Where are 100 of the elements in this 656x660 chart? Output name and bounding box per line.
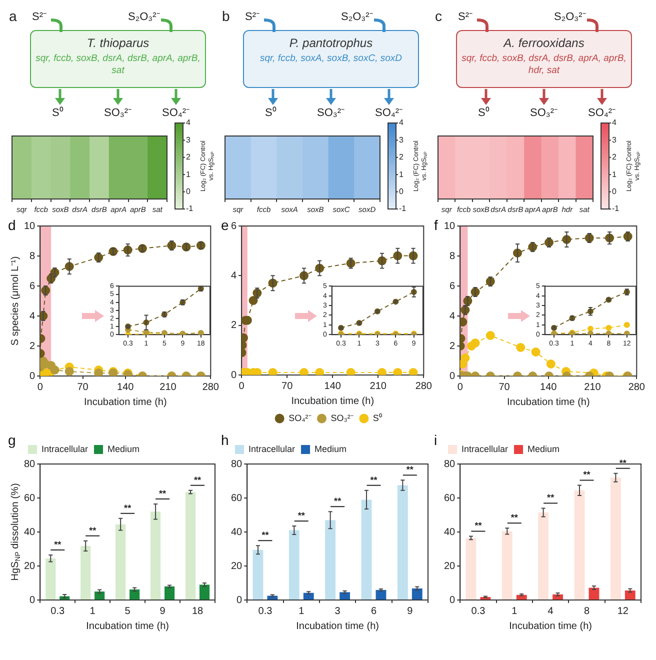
- legend-label: Intracellular: [462, 444, 508, 454]
- legend-label: Medium: [314, 444, 347, 454]
- y-tick-label: 20: [24, 560, 36, 572]
- y-tick-label: 10: [24, 220, 36, 232]
- annotation: **: [406, 464, 414, 475]
- x-tick-label: 3: [334, 606, 341, 617]
- annotation: **: [89, 525, 97, 536]
- text: A. ferrooxidans: [502, 36, 586, 50]
- x-tick-label: 9: [160, 606, 166, 617]
- text: sqr, fccb, soxB, dsrA, dsrB, aprA, aprB, sat: [35, 53, 201, 77]
- y-tick-label: 6: [30, 280, 36, 292]
- x-tick-label: 70: [498, 382, 510, 393]
- y-tick-label: 60: [231, 492, 243, 504]
- annotation: **: [583, 470, 591, 480]
- text: S²⁻: [458, 10, 473, 23]
- text: sqr, fccb, soxA, soxB, soxC, soxD: [258, 53, 404, 65]
- annotation: **: [194, 474, 202, 485]
- color-bar-label: 1: [399, 170, 404, 179]
- y-tick-label: 80: [231, 458, 243, 470]
- x-tick-label: 12: [617, 606, 629, 617]
- x-tick-label: 4: [548, 606, 554, 617]
- y-tick-label: 40: [444, 526, 456, 538]
- x-tick-label: 210: [160, 382, 177, 393]
- x-tick-label: 280: [415, 380, 432, 392]
- text: g: [8, 432, 16, 448]
- legend-label: SO₄²⁻: [288, 412, 312, 423]
- text: SO₃²⁻: [317, 106, 346, 119]
- x-tick-label: 210: [584, 382, 602, 393]
- text: S²⁻: [32, 10, 47, 23]
- legend-label: SO₃²⁻: [330, 412, 354, 423]
- annotation: **: [54, 539, 62, 550]
- y-tick-label: 60: [24, 492, 36, 504]
- legend-label: Intracellular: [248, 444, 296, 454]
- y-tick-label: 80: [24, 458, 36, 470]
- x-tick-label: 0.3: [471, 606, 486, 617]
- x-tick-label: 70: [77, 382, 89, 393]
- x-tick-label: 5: [124, 606, 131, 617]
- y-tick-label: 0: [30, 594, 36, 606]
- y-tick-label: 0: [231, 370, 237, 381]
- x-tick-label: 8: [584, 606, 590, 617]
- x-tick-label: 18: [192, 606, 204, 617]
- y-tick-label: 60: [444, 492, 456, 504]
- text: i: [434, 432, 438, 448]
- x-axis-title: Incubation time (h): [86, 620, 169, 632]
- text: SO₃²⁻: [104, 106, 132, 119]
- x-axis-title: Incubation time (h): [506, 396, 590, 408]
- y-tick-label: 2: [450, 340, 456, 352]
- text: S₂O₃²⁻: [554, 10, 586, 23]
- color-bar-label: 2: [399, 152, 404, 162]
- text: sqr, fccb, soxB, dsrA, dsrB, aprA, aprB, hdr, sat: [461, 53, 627, 77]
- text: S²⁻: [245, 10, 260, 23]
- annotation: **: [619, 458, 627, 468]
- x-tick-label: 1: [512, 606, 518, 617]
- x-axis-title: Incubation time (h): [291, 396, 374, 407]
- text: SO₄²⁻: [375, 106, 404, 119]
- text: S₂O₃²⁻: [341, 10, 374, 23]
- text: a: [9, 8, 17, 24]
- legend-label: Medium: [108, 444, 140, 454]
- color-bar-label: 1: [612, 170, 617, 179]
- color-bar-label: 0: [399, 187, 404, 196]
- color-bar-label: -1: [186, 204, 194, 214]
- annotation: **: [159, 488, 167, 498]
- x-tick-label: 280: [628, 382, 646, 393]
- text: d: [8, 216, 16, 233]
- color-bar-label: 3: [186, 135, 191, 144]
- y-tick-label: 8: [30, 250, 36, 262]
- color-bar-label: 0: [186, 187, 191, 196]
- y-tick-label: 0: [30, 370, 36, 382]
- text: h: [221, 432, 229, 448]
- legend-label: Intracellular: [42, 444, 88, 454]
- y-tick-label: 10: [444, 220, 456, 232]
- text: P. pantotrophus: [288, 36, 374, 50]
- text: S⁰: [478, 106, 490, 119]
- y-tick-label: 0: [236, 594, 243, 606]
- annotation: **: [370, 474, 378, 485]
- x-tick-label: 0.3: [258, 606, 273, 617]
- color-bar-label: 3: [399, 135, 404, 144]
- color-bar-label: 4: [186, 118, 191, 128]
- text: c: [435, 8, 442, 24]
- x-tick-label: 0: [37, 382, 44, 393]
- y-tick-label: 4: [450, 310, 456, 322]
- color-bar-label: 2: [186, 152, 191, 162]
- annotation: **: [124, 502, 132, 513]
- y-tick-label: 4: [231, 270, 237, 282]
- x-tick-label: 210: [370, 380, 387, 392]
- text: S⁰: [265, 106, 276, 119]
- color-bar-label: 2: [612, 152, 617, 162]
- x-tick-label: 6: [370, 606, 377, 617]
- x-tick-label: 70: [282, 380, 294, 392]
- legend-label: Medium: [528, 444, 560, 454]
- x-tick-label: 0.3: [50, 606, 65, 617]
- text: S⁰: [52, 106, 64, 119]
- x-tick-label: 140: [540, 382, 558, 393]
- color-bar-label: 3: [612, 135, 617, 144]
- y-tick-label: 0: [450, 594, 456, 606]
- text: SO₄²⁻: [162, 106, 190, 119]
- annotation: **: [262, 530, 270, 540]
- y-tick-label: 2: [231, 320, 237, 332]
- y-tick-label: 40: [24, 526, 36, 538]
- x-tick-label: 1: [90, 606, 96, 617]
